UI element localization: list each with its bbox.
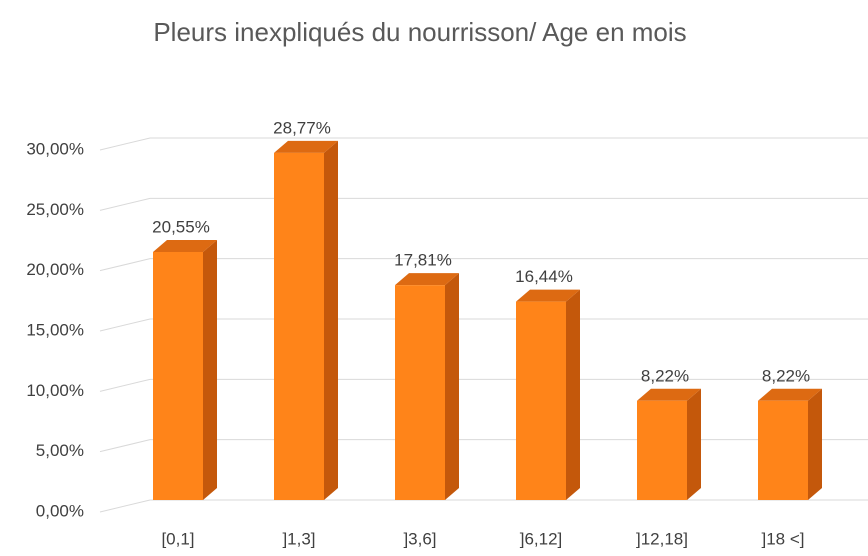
value-label: 8,22% (762, 366, 810, 385)
bar-face (637, 401, 687, 500)
bar-face (324, 141, 338, 500)
bar-face (516, 302, 566, 500)
bar (637, 389, 701, 500)
grid-line (100, 198, 868, 210)
bar-face (445, 273, 459, 500)
grid-line (100, 500, 868, 512)
bar-face (808, 389, 822, 500)
bar-face (687, 389, 701, 500)
bar-face (758, 401, 808, 500)
bar (274, 141, 338, 500)
bar (758, 389, 822, 500)
value-label: 17,81% (394, 251, 452, 270)
y-tick-label: 0,00% (36, 501, 84, 520)
value-label: 8,22% (641, 366, 689, 385)
bar (395, 273, 459, 500)
x-tick-label: ]6,12] (520, 529, 563, 548)
bar-face (153, 252, 203, 500)
bar-face (395, 285, 445, 500)
bar (153, 240, 217, 500)
y-tick-label: 25,00% (26, 200, 84, 219)
x-tick-label: ]18 <] (761, 529, 804, 548)
value-label: 28,77% (273, 118, 331, 137)
x-tick-label: ]3,6] (403, 529, 436, 548)
x-tick-label: [0,1] (161, 529, 194, 548)
y-tick-label: 30,00% (26, 139, 84, 158)
grid-line (100, 138, 868, 150)
bar-face (566, 290, 580, 500)
chart: Pleurs inexpliqués du nourrisson/ Age en… (0, 0, 868, 556)
y-tick-label: 20,00% (26, 260, 84, 279)
x-tick-label: ]12,18] (636, 529, 688, 548)
bar (516, 290, 580, 500)
y-tick-label: 15,00% (26, 320, 84, 339)
chart-title: Pleurs inexpliqués du nourrisson/ Age en… (153, 17, 686, 47)
bar-face (274, 153, 324, 500)
page: {"chart_data": {"type": "bar3d", "title"… (0, 0, 868, 556)
bar-face (203, 240, 217, 500)
value-label: 20,55% (152, 218, 210, 237)
value-label: 16,44% (515, 267, 573, 286)
x-tick-label: ]1,3] (282, 529, 315, 548)
y-tick-label: 10,00% (26, 381, 84, 400)
y-tick-label: 5,00% (36, 441, 84, 460)
